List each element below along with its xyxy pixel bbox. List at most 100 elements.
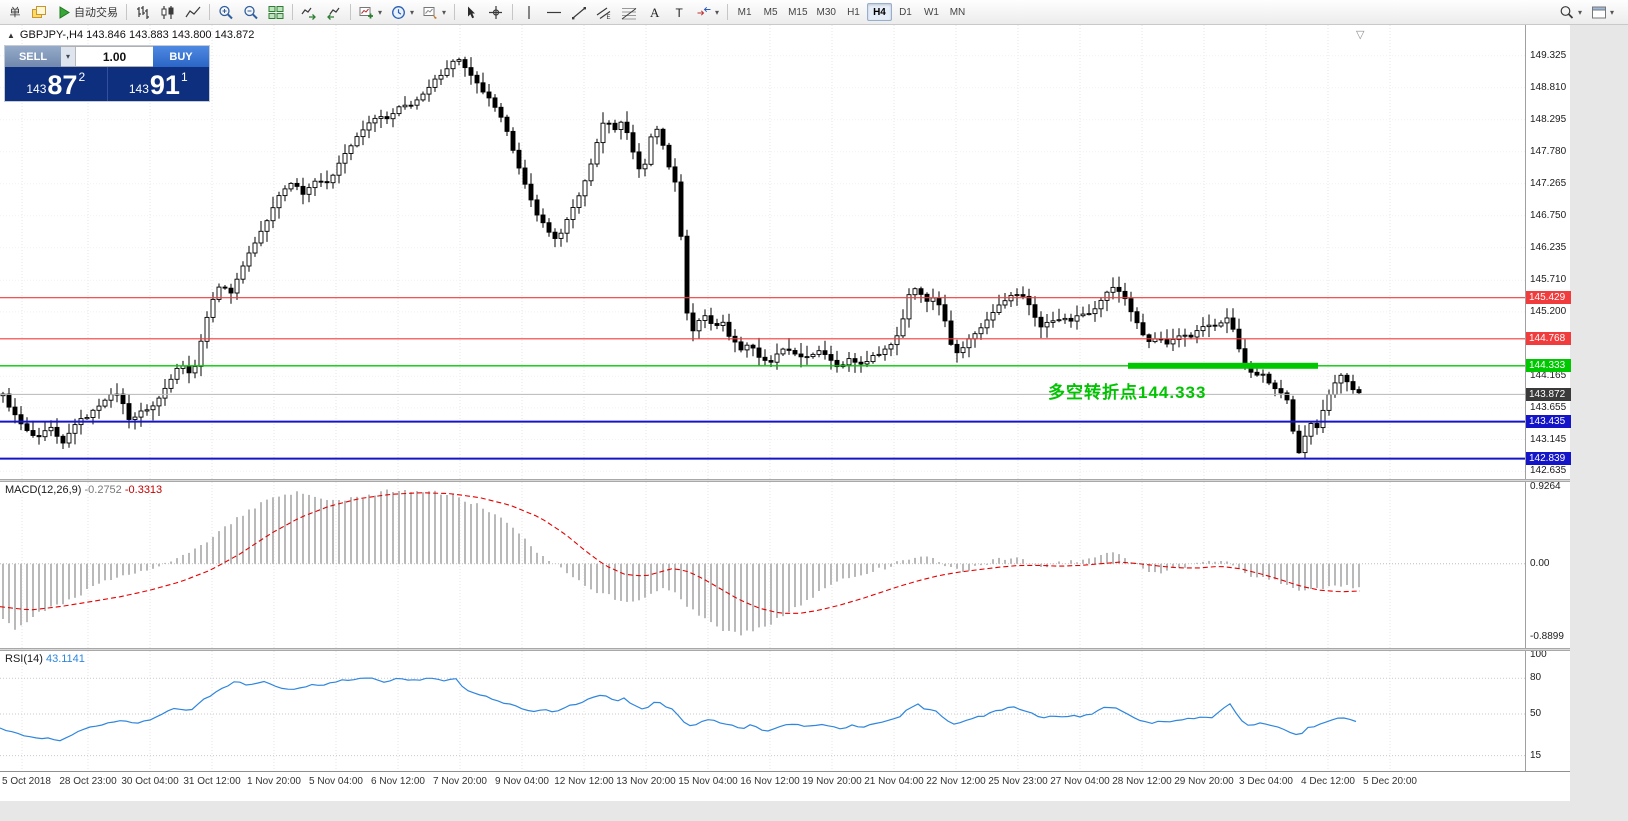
- price-level-tag: 144.768: [1526, 332, 1571, 346]
- bar-chart-icon: [135, 5, 151, 20]
- one-click-trading-panel: SELL ▾ 1.00 BUY 143 87 2 143 91 1: [5, 46, 209, 101]
- timeframe-mn-button[interactable]: MN: [945, 3, 970, 21]
- timeframe-h4-button[interactable]: H4: [866, 3, 892, 21]
- zoom-out-button[interactable]: [239, 2, 263, 22]
- rsi-indicator-panel[interactable]: RSI(14) 43.1141: [0, 651, 1570, 771]
- chart-shift-button[interactable]: [322, 2, 346, 22]
- cursor-icon: [463, 5, 479, 20]
- buy-button[interactable]: BUY: [153, 46, 209, 67]
- equidistant-channel-button[interactable]: E: [592, 2, 616, 22]
- svg-text:T: T: [676, 6, 684, 20]
- crosshair-button[interactable]: [484, 2, 508, 22]
- label-icon: T: [671, 5, 687, 20]
- scroll-to-end-icon[interactable]: ▽: [1356, 29, 1365, 41]
- buy-price-whole: 143: [128, 82, 149, 96]
- macd-indicator-panel[interactable]: MACD(12,26,9) -0.2752 -0.3313: [0, 482, 1570, 648]
- time-axis[interactable]: 5 Oct 2018 28 Oct 23:00 30 Oct 04:00 31 Oct…: [0, 771, 1570, 801]
- trade-panel-divider: [106, 67, 108, 101]
- candlestick-chart-button[interactable]: [156, 2, 180, 22]
- time-axis-label: 6 Nov 12:00: [371, 776, 425, 787]
- sell-button[interactable]: SELL: [5, 46, 61, 67]
- one-click-trading-toggle-icon[interactable]: ▲: [7, 31, 15, 40]
- price-chart-panel[interactable]: ▲ GBPJPY-,H4 143.846 143.883 143.800 143.…: [0, 25, 1570, 479]
- new-order-button[interactable]: 单: [4, 2, 26, 22]
- tile-windows-icon: [268, 5, 284, 20]
- timeframe-h1-button[interactable]: H1: [841, 3, 866, 21]
- sell-price-button[interactable]: 143 87 2: [5, 67, 107, 101]
- time-axis-label: 30 Oct 04:00: [121, 776, 179, 787]
- panel-splitter[interactable]: [0, 479, 1570, 482]
- dropdown-arrow-icon: ▾: [1609, 7, 1614, 17]
- price-chart-canvas[interactable]: [0, 25, 1525, 479]
- rsi-scale-label: 100: [1530, 648, 1547, 660]
- toolbar: 单 自动交易 ▾ ▾ ▾ E A T ▾ M1 M5 M15 M30 H1 H4 D1 W1 MN ▾ ▾: [0, 0, 1628, 25]
- zoom-in-icon: [218, 5, 234, 20]
- sell-price-point: 2: [78, 70, 86, 84]
- macd-signal-value: -0.3313: [124, 484, 163, 496]
- trendline-button[interactable]: [567, 2, 591, 22]
- new-order-button[interactable]: [27, 2, 51, 22]
- dropdown-arrow-icon: ▾: [715, 7, 720, 17]
- timeframe-w1-button[interactable]: W1: [919, 3, 944, 21]
- fibonacci-button[interactable]: [617, 2, 641, 22]
- new-chart-icon: [359, 5, 375, 20]
- zoom-in-button[interactable]: [214, 2, 238, 22]
- autotrading-button[interactable]: 自动交易: [52, 2, 122, 22]
- timeframe-d1-button[interactable]: D1: [893, 3, 918, 21]
- search-icon: [1559, 5, 1575, 20]
- volume-input[interactable]: 1.00: [76, 47, 153, 66]
- search-button[interactable]: ▾: [1555, 2, 1586, 22]
- sell-price-pips: 87: [47, 70, 78, 100]
- timeframe-m15-button[interactable]: M15: [784, 3, 811, 21]
- time-axis-label: 25 Nov 23:00: [988, 776, 1048, 787]
- toolbar-separator: [512, 4, 514, 20]
- line-chart-button[interactable]: [181, 2, 205, 22]
- timeframe-m1-button[interactable]: M1: [732, 3, 757, 21]
- chart-windows-button[interactable]: ▾: [1587, 2, 1618, 22]
- label-button[interactable]: T: [667, 2, 691, 22]
- auto-scroll-button[interactable]: [297, 2, 321, 22]
- time-axis-label: 22 Nov 12:00: [926, 776, 986, 787]
- rsi-value: 43.1141: [45, 653, 85, 665]
- sell-price-whole: 143: [26, 82, 47, 96]
- price-scale-label: 146.750: [1530, 209, 1567, 221]
- tile-windows-button[interactable]: [264, 2, 288, 22]
- shapes-button[interactable]: ▾: [692, 2, 723, 22]
- chart-windows-icon: [1591, 5, 1607, 20]
- buy-price-button[interactable]: 143 91 1: [108, 67, 210, 101]
- volume-stepper-icon[interactable]: ▾: [61, 47, 76, 66]
- time-axis-label: 28 Nov 12:00: [1112, 776, 1172, 787]
- text-button[interactable]: A: [642, 2, 666, 22]
- chart-window[interactable]: ▲ GBPJPY-,H4 143.846 143.883 143.800 143.…: [0, 25, 1571, 801]
- price-scale-label: 143.655: [1530, 401, 1567, 413]
- time-axis-label: 9 Nov 04:00: [495, 776, 549, 787]
- timeframe-m30-button[interactable]: M30: [813, 3, 840, 21]
- panel-splitter[interactable]: [0, 648, 1570, 651]
- macd-main-value: -0.2752: [84, 484, 122, 496]
- time-axis-label: 31 Oct 12:00: [183, 776, 241, 787]
- price-scale-label: 149.325: [1530, 49, 1567, 61]
- rsi-canvas[interactable]: [0, 651, 1525, 771]
- horizontal-line-button[interactable]: [542, 2, 566, 22]
- time-axis-label: 27 Nov 04:00: [1050, 776, 1110, 787]
- fibonacci-icon: [621, 5, 637, 20]
- autotrading-label: 自动交易: [74, 7, 118, 19]
- timeframe-m5-button[interactable]: M5: [758, 3, 783, 21]
- templates-icon: [423, 5, 439, 20]
- vertical-line-button[interactable]: [517, 2, 541, 22]
- rsi-scale-label: 15: [1530, 749, 1542, 761]
- price-level-tag: 145.429: [1526, 291, 1571, 305]
- bar-chart-button[interactable]: [131, 2, 155, 22]
- new-chart-button[interactable]: ▾: [355, 2, 386, 22]
- cursor-button[interactable]: [459, 2, 483, 22]
- periods-button[interactable]: ▾: [387, 2, 418, 22]
- window-right-margin: [1571, 25, 1628, 821]
- zoom-out-icon: [243, 5, 259, 20]
- dropdown-arrow-icon: ▾: [442, 7, 447, 17]
- toolbar-separator: [727, 4, 729, 20]
- price-scale[interactable]: 149.325 148.810 148.295 147.780 147.265 146.7…: [1525, 25, 1571, 771]
- templates-button[interactable]: ▾: [419, 2, 450, 22]
- time-axis-label: 28 Oct 23:00: [59, 776, 117, 787]
- crosshair-icon: [488, 5, 504, 20]
- macd-canvas[interactable]: [0, 482, 1525, 648]
